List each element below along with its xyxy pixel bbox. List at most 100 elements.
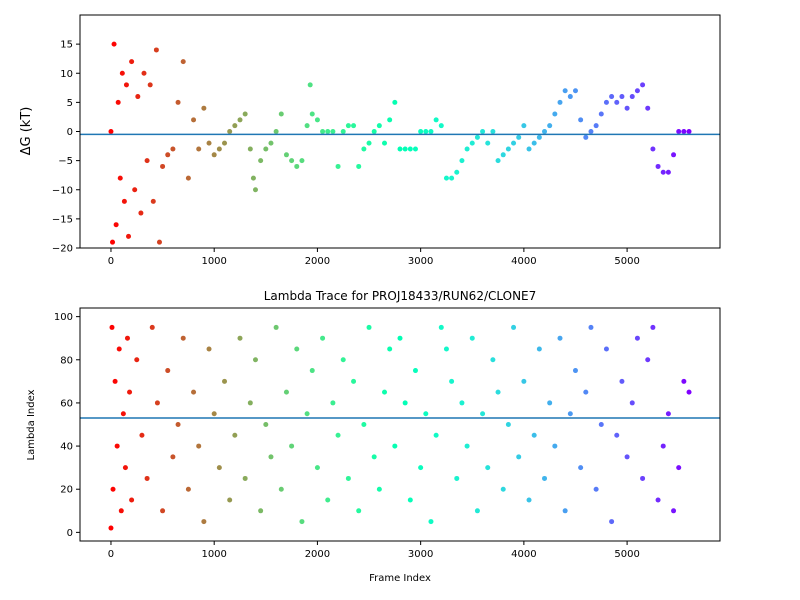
data-point bbox=[242, 475, 248, 481]
data-point bbox=[134, 357, 140, 363]
data-point bbox=[572, 368, 578, 374]
y-tick-label: 10 bbox=[60, 69, 73, 80]
data-point bbox=[283, 389, 289, 395]
data-point bbox=[552, 111, 558, 117]
data-point bbox=[252, 187, 258, 193]
data-point bbox=[304, 123, 310, 129]
data-point bbox=[629, 94, 635, 100]
data-point bbox=[138, 210, 144, 216]
data-point bbox=[211, 152, 217, 158]
data-point bbox=[567, 411, 573, 417]
data-point bbox=[361, 146, 367, 152]
data-point bbox=[438, 123, 444, 129]
data-point bbox=[500, 152, 506, 158]
data-point bbox=[557, 335, 563, 341]
data-point bbox=[428, 129, 434, 134]
data-point bbox=[671, 508, 677, 514]
data-point bbox=[356, 163, 362, 169]
data-point bbox=[619, 94, 625, 100]
data-point bbox=[156, 239, 162, 245]
data-point bbox=[474, 508, 480, 514]
data-point bbox=[335, 432, 341, 438]
data-point bbox=[141, 70, 147, 76]
data-point bbox=[160, 163, 166, 169]
data-point bbox=[567, 94, 573, 100]
data-point bbox=[289, 443, 295, 449]
data-point bbox=[495, 158, 501, 164]
x-tick-label: 2000 bbox=[305, 549, 330, 560]
data-point bbox=[113, 222, 119, 228]
data-point bbox=[237, 117, 243, 123]
lambda-trace-panel: Lambda Trace for PROJ18433/RUN62/CLONE7 … bbox=[26, 289, 721, 584]
data-point bbox=[650, 324, 656, 330]
data-point bbox=[366, 140, 372, 146]
data-point bbox=[206, 140, 212, 146]
data-point bbox=[273, 129, 279, 134]
data-point bbox=[433, 432, 439, 438]
data-point bbox=[304, 411, 310, 417]
data-point bbox=[686, 389, 692, 395]
data-point bbox=[356, 508, 362, 514]
bottom-x-axis-label: Frame Index bbox=[369, 573, 431, 584]
data-point bbox=[196, 443, 202, 449]
data-point bbox=[536, 346, 542, 352]
data-point bbox=[634, 335, 640, 341]
data-point bbox=[144, 475, 150, 481]
data-point bbox=[165, 368, 171, 374]
data-point bbox=[110, 486, 116, 492]
data-point bbox=[170, 454, 176, 460]
data-point bbox=[108, 129, 114, 134]
x-tick-label: 3000 bbox=[408, 549, 433, 560]
data-point bbox=[335, 163, 341, 169]
y-tick-label: 100 bbox=[54, 312, 73, 323]
data-point bbox=[119, 70, 125, 76]
x-tick-label: 1000 bbox=[201, 549, 226, 560]
data-point bbox=[387, 346, 393, 352]
data-point bbox=[428, 519, 434, 525]
data-point bbox=[191, 389, 197, 395]
data-point bbox=[578, 117, 584, 123]
data-point bbox=[660, 443, 666, 449]
y-tick-label: 5 bbox=[67, 98, 73, 109]
data-point bbox=[438, 324, 444, 330]
x-tick-label: 1000 bbox=[201, 256, 226, 267]
data-point bbox=[469, 140, 475, 146]
data-point bbox=[120, 411, 126, 417]
data-point bbox=[371, 454, 377, 460]
data-point bbox=[505, 146, 511, 152]
bottom-x-ticks: 0 1000 2000 3000 4000 5000 bbox=[108, 541, 640, 560]
data-point bbox=[536, 134, 542, 140]
data-point bbox=[232, 432, 238, 438]
data-point bbox=[299, 158, 305, 164]
x-tick-label: 4000 bbox=[511, 549, 536, 560]
data-point bbox=[117, 175, 123, 181]
y-tick-label: −20 bbox=[52, 244, 73, 255]
data-point bbox=[505, 422, 511, 427]
data-point bbox=[542, 129, 548, 134]
data-point bbox=[154, 400, 160, 406]
data-point bbox=[402, 400, 408, 406]
data-point bbox=[547, 400, 553, 406]
data-point bbox=[634, 88, 640, 94]
data-point bbox=[480, 411, 486, 417]
data-point bbox=[340, 129, 346, 134]
data-point bbox=[150, 198, 156, 204]
data-point bbox=[629, 400, 635, 406]
data-point bbox=[175, 422, 181, 427]
data-point bbox=[443, 175, 449, 181]
data-point bbox=[129, 59, 135, 65]
data-point bbox=[598, 422, 604, 427]
data-point bbox=[366, 324, 372, 330]
data-point bbox=[418, 465, 424, 471]
data-point bbox=[149, 324, 155, 330]
data-point bbox=[490, 129, 496, 134]
data-point bbox=[201, 519, 207, 525]
data-point bbox=[526, 497, 532, 503]
data-point bbox=[153, 47, 159, 53]
data-point bbox=[583, 389, 589, 395]
data-point bbox=[454, 169, 460, 175]
data-point bbox=[376, 486, 382, 492]
data-point bbox=[624, 105, 630, 111]
data-point bbox=[206, 346, 212, 352]
data-point bbox=[593, 486, 599, 492]
